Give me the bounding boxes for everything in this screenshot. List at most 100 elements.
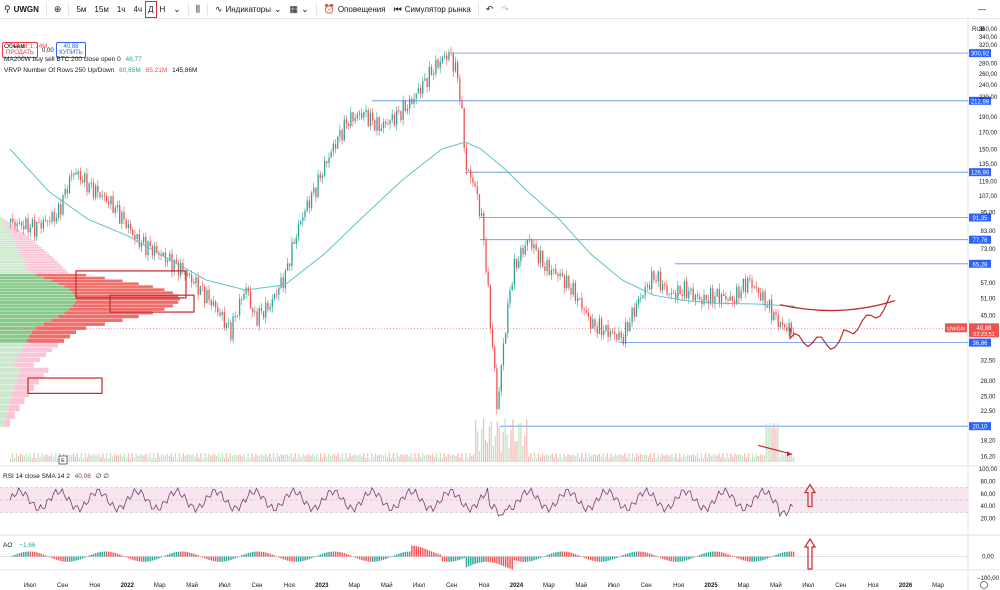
candle-body [406, 108, 409, 111]
volume-bar [661, 453, 663, 462]
chart-type-button[interactable]: ⫼ [192, 0, 204, 19]
candle-body [703, 294, 705, 305]
ao-bar [792, 551, 795, 557]
minimize-button[interactable]: — [974, 0, 990, 19]
volume-profile-bar-up [0, 226, 7, 228]
sell-button[interactable]: 40,88 ПРОДАТЬ [2, 42, 38, 58]
ao-bar [195, 554, 197, 557]
annotation-box [27, 377, 103, 394]
candle-body [581, 297, 583, 310]
volume-profile-bar-down [13, 238, 32, 240]
time-axis-label: Июл [608, 583, 621, 589]
candle-body [97, 185, 99, 193]
candle-body [504, 333, 507, 344]
ao-bar [755, 556, 758, 562]
ao-bar [350, 555, 352, 557]
volume-bar [392, 453, 394, 462]
candle-body [563, 275, 566, 288]
candle-body [572, 282, 574, 295]
redo-button[interactable]: ↷ [497, 0, 513, 19]
ao-bar [552, 552, 555, 557]
candle-body [371, 112, 374, 121]
volume-bar [41, 453, 43, 462]
volume-profile-bar-up [0, 373, 19, 379]
volume-bar [206, 456, 208, 462]
interval-15m[interactable]: 15м [94, 4, 109, 14]
candle-body [385, 121, 387, 124]
undo-button[interactable]: ↶ [482, 0, 498, 19]
ao-bar [177, 551, 180, 557]
volume-bar [769, 423, 771, 462]
replay-button[interactable]: ⏮ Симулятор рынка [390, 0, 475, 19]
ao-bar [387, 556, 389, 559]
volume-profile-bar-up [0, 258, 24, 261]
indicators-button[interactable]: ∿ Индикаторы ⌄ [211, 0, 286, 19]
volume-bar [39, 456, 41, 462]
chart-area[interactable]: 300,92 212,98 126,90 91,35 77,76 65,28 36,86 20… [0, 19, 1000, 590]
volume-bar [520, 422, 522, 462]
volume-bar [663, 455, 665, 462]
volume-profile-bar-down [10, 397, 25, 405]
volume-bar [465, 453, 467, 462]
alerts-button[interactable]: ⏰ Оповещения [320, 0, 390, 19]
sell-price: 40,88 [12, 44, 28, 50]
candle-body [162, 252, 164, 256]
ao-bar [712, 551, 714, 557]
candle-body [404, 100, 406, 111]
ao-legend[interactable]: AO −1,66 [3, 542, 36, 549]
ao-bar [38, 552, 40, 557]
time-axis-label: Сен [641, 583, 652, 589]
ao-bar [221, 556, 223, 562]
ao-bar [635, 551, 638, 557]
candle-body [747, 278, 749, 293]
ao-bar [101, 551, 103, 557]
ao-bar [742, 556, 745, 561]
volume-profile-bar-down [69, 288, 165, 291]
ma-legend[interactable]: MA200W buy sell BTC 200 close open 0 48,… [4, 56, 142, 63]
divider [68, 3, 70, 15]
ao-bar [507, 556, 509, 568]
candle-body [452, 52, 454, 72]
time-axis-label: 2024 [510, 583, 524, 589]
candle-body [223, 311, 225, 328]
volume-bar [115, 455, 118, 462]
candle-body [472, 177, 474, 183]
interval-1h[interactable]: 1ч [116, 4, 126, 14]
ao-bar [380, 556, 383, 561]
buy-button[interactable]: 40,88 КУПИТЬ [56, 42, 86, 58]
interval-1d[interactable]: Д [145, 0, 157, 18]
price-axis-tick: 150,00 [979, 148, 998, 154]
level-label: 77,76 [972, 238, 988, 244]
ao-bar [280, 556, 282, 559]
rsi-legend[interactable]: RSI 14 close SMA 14 2 40,08 ∅ ∅ [3, 472, 109, 480]
candle-body [27, 218, 29, 233]
ao-bar [675, 556, 677, 562]
candle-body [694, 294, 696, 301]
ao-bar [171, 553, 173, 557]
volume-bar [592, 454, 595, 462]
chart-canvas[interactable]: 300,92 212,98 126,90 91,35 77,76 65,28 36,86 20… [0, 19, 1000, 590]
compare-button[interactable]: ⊕ [50, 0, 66, 19]
ao-bar [600, 556, 603, 562]
interval-4h[interactable]: 4ч [133, 4, 143, 14]
volume-bar [775, 428, 777, 462]
layouts-button[interactable]: ▦ ⌄ [286, 0, 313, 19]
volume-bar [424, 455, 426, 462]
candle-body [542, 250, 544, 267]
price-axis-tick: 18,20 [980, 438, 996, 444]
interval-1w[interactable]: Н [159, 4, 166, 14]
symbol-search[interactable]: ⚲ UWGN [0, 0, 43, 19]
candle-body [428, 66, 430, 88]
candle-body [598, 318, 601, 334]
ao-bar [526, 556, 529, 562]
volume-legend[interactable]: Объём 1,74M [4, 43, 48, 50]
volume-bar [420, 457, 422, 462]
interval-dropdown[interactable]: ⌄ [169, 0, 185, 19]
volume-bar [532, 457, 534, 462]
volume-profile-bar-down [16, 244, 40, 247]
ao-bar [415, 546, 417, 557]
volume-bar [549, 455, 551, 462]
vrvp-legend[interactable]: VRVP Number Of Rows 250 Up/Down 60,65M 8… [4, 67, 197, 74]
interval-5m[interactable]: 5м [76, 4, 87, 14]
candle-body [655, 280, 657, 282]
